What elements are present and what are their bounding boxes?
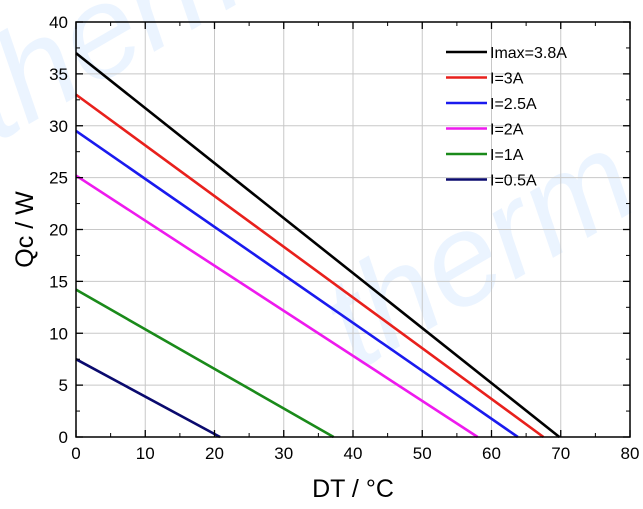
x-tick-label: 80	[621, 444, 640, 463]
series-line-1	[75, 93, 545, 439]
legend-label-2: I=2.5A	[490, 96, 537, 113]
x-tick-label: 50	[413, 444, 432, 463]
x-tick-label: 30	[274, 444, 293, 463]
legend-label-3: I=2A	[490, 122, 524, 139]
legend-label-5: I=0.5A	[490, 173, 537, 190]
y-tick-label: 35	[49, 65, 68, 84]
legend-label-4: I=1A	[490, 147, 524, 164]
y-tick-label: 25	[49, 169, 68, 188]
y-tick-label: 10	[49, 324, 68, 343]
legend-label-1: I=3A	[490, 71, 524, 88]
watermark-text: therm	[298, 103, 643, 396]
watermark-text-top: therm	[0, 0, 298, 168]
x-tick-label: 60	[482, 444, 501, 463]
y-tick-label: 20	[49, 221, 68, 240]
legend-label-0: Imax=3.8A	[490, 45, 567, 62]
y-tick-label: 0	[59, 428, 68, 447]
y-tick-label: 5	[59, 376, 68, 395]
y-tick-label: 40	[49, 13, 68, 32]
x-tick-label: 40	[344, 444, 363, 463]
series-line-4	[75, 288, 335, 439]
legend: Imax=3.8A I=3A I=2.5A I=2A I=1A I=0.5A	[446, 45, 567, 190]
series-line-2	[75, 129, 519, 439]
x-tick-label: 10	[136, 444, 155, 463]
x-axis-title: DT / °C	[312, 475, 394, 503]
x-tick-label: 0	[71, 444, 80, 463]
series-line-0	[75, 52, 561, 439]
series-line-3	[75, 174, 479, 439]
y-tick-label: 30	[49, 117, 68, 136]
y-tick-label: 15	[49, 272, 68, 291]
x-tick-label: 20	[205, 444, 224, 463]
y-axis-title: Qc / W	[11, 191, 39, 268]
series-line-5	[75, 358, 221, 439]
x-tick-label: 70	[551, 444, 570, 463]
